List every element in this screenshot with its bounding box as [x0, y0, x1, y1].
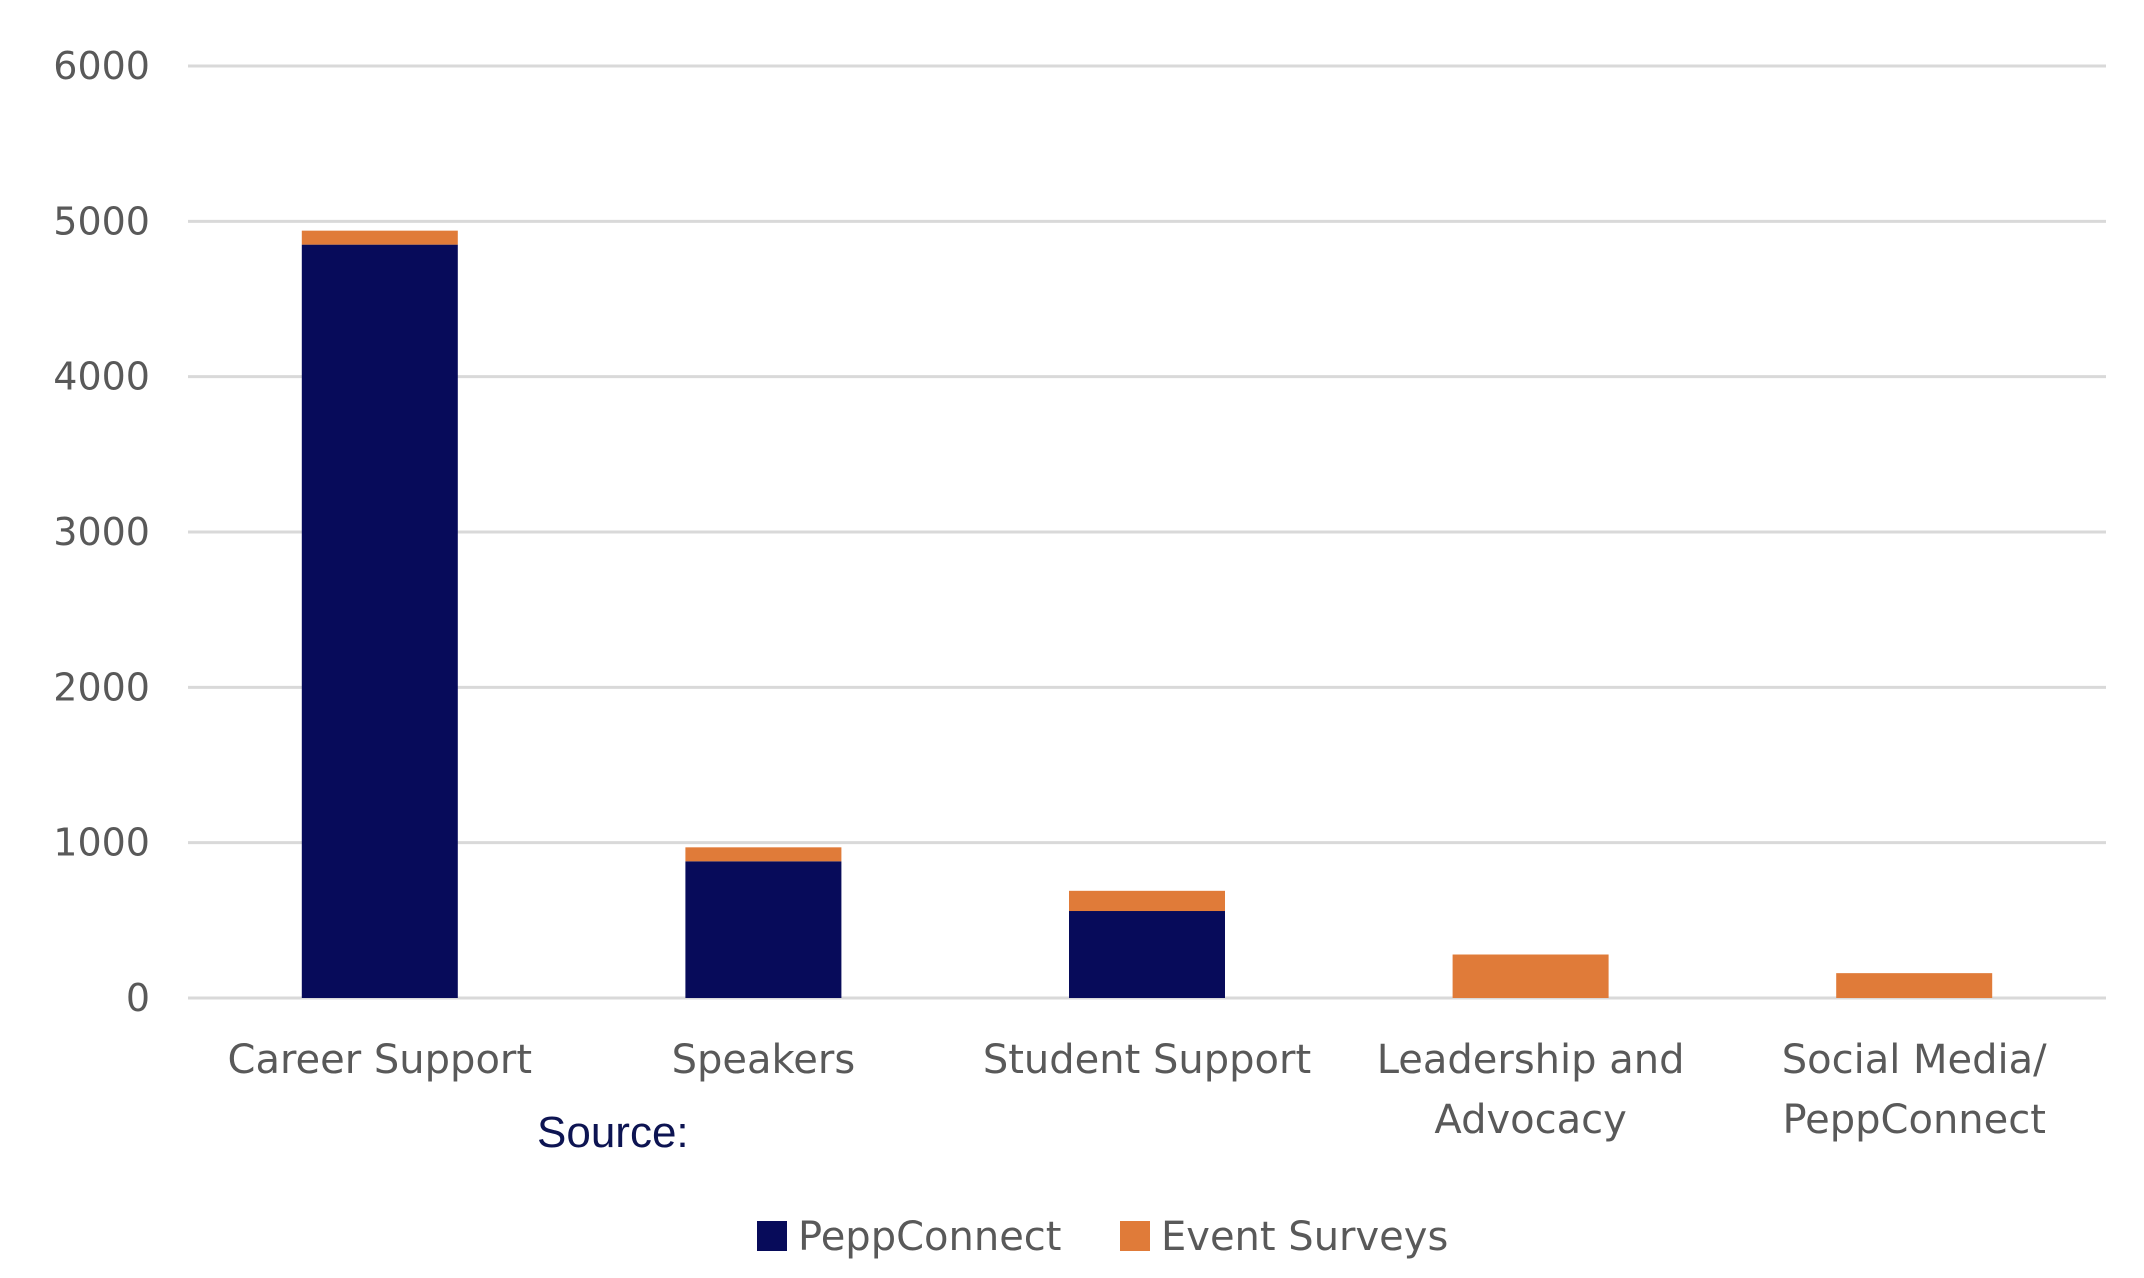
x-axis-labels: Career Support Speakers Student Support Lea… — [228, 1037, 2048, 1143]
x-category-label-line: Advocacy — [1434, 1097, 1626, 1143]
bars — [301, 230, 1993, 999]
legend: PeppConnect Event Surveys — [757, 1214, 1448, 1260]
y-tick-label: 3000 — [53, 510, 150, 554]
y-axis-ticks: 0 1000 2000 3000 4000 5000 6000 — [53, 44, 150, 1020]
y-tick-label: 2000 — [53, 665, 150, 709]
x-category-label-line: PeppConnect — [1782, 1097, 2045, 1143]
gridlines — [188, 64, 2106, 1000]
bar-peppconnect-1 — [685, 861, 842, 998]
x-category-label: Career Support — [228, 1037, 533, 1083]
y-tick-label: 0 — [126, 976, 150, 1020]
bar-event-surveys-3 — [1452, 954, 1609, 998]
x-category-label-line: Student Support — [983, 1037, 1311, 1083]
bar-event-surveys-0 — [301, 230, 458, 245]
legend-label-event-surveys: Event Surveys — [1161, 1214, 1448, 1260]
x-category-label-line: Speakers — [672, 1037, 856, 1083]
source-label: Source: — [537, 1108, 689, 1157]
bar-peppconnect-2 — [1069, 911, 1225, 998]
legend-swatch-event-surveys — [1120, 1221, 1150, 1251]
x-category-label: Leadership and Advocacy — [1377, 1037, 1685, 1143]
x-category-label: Student Support — [983, 1037, 1311, 1083]
bar-peppconnect-0 — [301, 244, 458, 999]
legend-swatch-peppconnect — [757, 1221, 787, 1251]
y-tick-label: 1000 — [53, 821, 150, 865]
bar-event-surveys-1 — [685, 847, 842, 862]
y-tick-label: 4000 — [53, 355, 150, 399]
x-category-label: Social Media/PeppConnect — [1782, 1037, 2047, 1143]
x-category-label: Speakers — [672, 1037, 856, 1083]
bar-event-surveys-2 — [1069, 890, 1225, 912]
x-category-label-line: Career Support — [228, 1037, 533, 1083]
y-tick-label: 6000 — [53, 44, 150, 88]
bar-event-surveys-4 — [1836, 973, 1993, 998]
y-tick-label: 5000 — [53, 199, 150, 243]
x-category-label-line: Social Media/ — [1782, 1037, 2047, 1083]
legend-label-peppconnect: PeppConnect — [798, 1214, 1061, 1260]
x-category-label-line: Leadership and — [1377, 1037, 1685, 1083]
